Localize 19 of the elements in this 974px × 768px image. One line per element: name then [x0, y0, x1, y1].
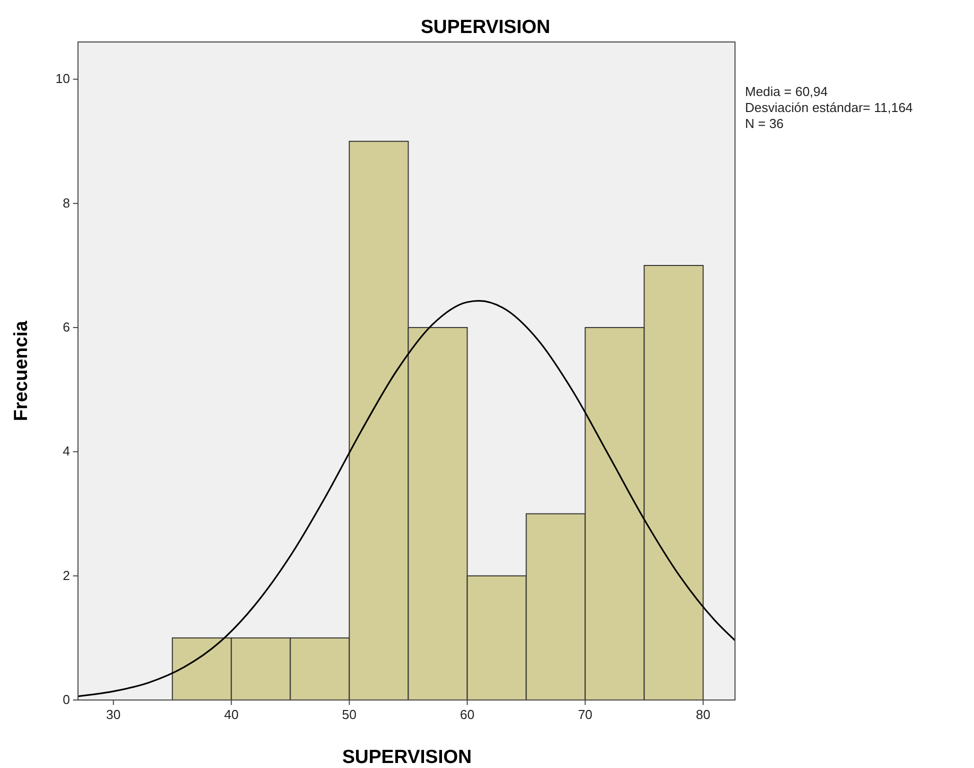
text: Desviación estándar= 11,164: [745, 100, 913, 115]
y-tick-label: 10: [56, 71, 70, 86]
chart-title: SUPERVISION: [420, 17, 550, 38]
y-tick-label: 2: [62, 568, 70, 583]
x-tick-label: 30: [106, 707, 121, 722]
x-tick-label: 80: [696, 707, 710, 722]
y-tick-label: 4: [62, 444, 70, 459]
y-tick-label: 6: [62, 320, 70, 335]
y-tick-label: 0: [62, 692, 70, 707]
x-tick-label: 50: [342, 707, 357, 722]
y-axis-title: Frecuencia: [11, 320, 32, 422]
x-tick-label: 70: [578, 707, 592, 722]
line-series: [78, 300, 735, 698]
text: Media = 60,94: [745, 84, 828, 99]
x-tick-label: 60: [460, 707, 474, 722]
x-tick-label: 40: [224, 707, 239, 722]
y-tick-label: 8: [62, 195, 70, 210]
text: N = 36: [745, 116, 784, 131]
x-axis-title: SUPERVISION: [342, 747, 472, 768]
